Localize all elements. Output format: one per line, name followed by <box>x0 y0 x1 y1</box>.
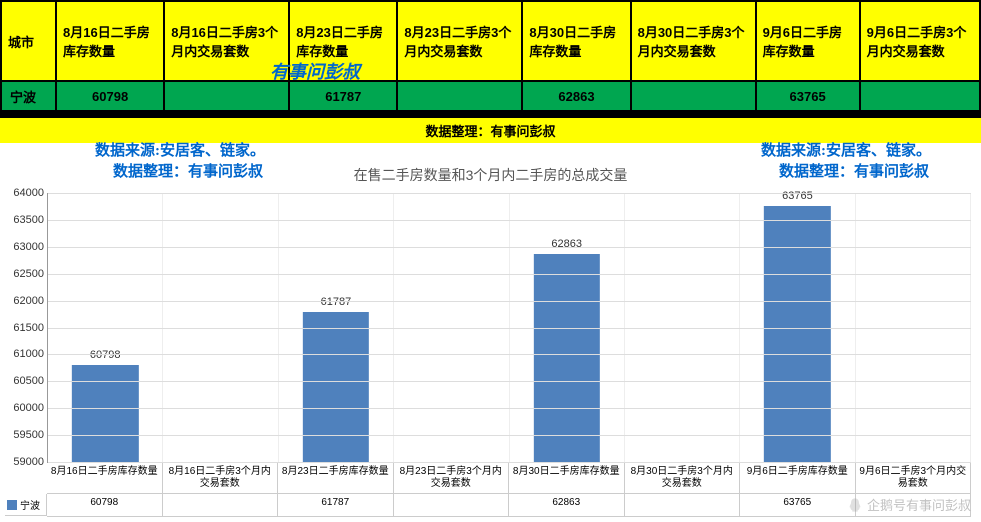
y-tick: 59500 <box>6 429 44 441</box>
bar <box>534 254 600 462</box>
table-header: 9月6日二手房3个月内交易套数 <box>860 1 980 81</box>
y-tick: 61000 <box>6 348 44 360</box>
chart-data-cell: 61787 <box>278 494 394 516</box>
value-cell: 62863 <box>522 81 630 111</box>
header-watermark: 有事问彭叔 <box>270 58 360 84</box>
x-label: 8月16日二手房库存数量 <box>47 463 163 494</box>
x-label: 8月30日二手房3个月内交易套数 <box>625 463 741 494</box>
bar-value-label: 61787 <box>321 296 352 308</box>
x-label: 8月30日二手房库存数量 <box>509 463 625 494</box>
table-header: 8月30日二手房3个月内交易套数 <box>631 1 756 81</box>
table-header: 8月30日二手房库存数量 <box>522 1 630 81</box>
table-data-row: 宁波60798 61787 62863 63765 <box>1 81 980 111</box>
x-label: 8月16日二手房3个月内交易套数 <box>163 463 279 494</box>
bar-value-label: 63765 <box>782 190 813 202</box>
bar <box>764 206 830 462</box>
table-header: 城市 <box>1 1 56 81</box>
legend-swatch <box>7 500 17 510</box>
x-label: 8月23日二手房库存数量 <box>278 463 394 494</box>
table-header: 8月16日二手房库存数量 <box>56 1 164 81</box>
y-tick: 60500 <box>6 375 44 387</box>
x-label: 9月6日二手房3个月内交易套数 <box>856 463 972 494</box>
chart-data-cell: 62863 <box>509 494 625 516</box>
value-cell: 61787 <box>289 81 397 111</box>
value-cell <box>397 81 522 111</box>
x-label: 8月23日二手房3个月内交易套数 <box>394 463 510 494</box>
bar-value-label: 62863 <box>551 238 582 250</box>
chart-container: 数据来源:安居客、链家。数据整理：有事问彭叔 数据来源:安居客、链家。数据整理：… <box>0 143 981 522</box>
x-axis-labels: 8月16日二手房库存数量8月16日二手房3个月内交易套数8月23日二手房库存数量… <box>47 463 971 494</box>
banner: 数据整理：有事问彭叔 <box>0 118 981 143</box>
value-cell: 60798 <box>56 81 164 111</box>
value-cell <box>164 81 289 111</box>
value-cell: 63765 <box>756 81 860 111</box>
value-cell <box>631 81 756 111</box>
penguin-icon <box>847 497 863 513</box>
chart-data-cell <box>625 494 741 516</box>
y-tick: 59000 <box>6 456 44 468</box>
y-tick: 64000 <box>6 187 44 199</box>
bar <box>72 365 138 462</box>
city-cell: 宁波 <box>1 81 56 111</box>
y-tick: 62500 <box>6 268 44 280</box>
table-header-row: 城市8月16日二手房库存数量8月16日二手房3个月内交易套数8月23日二手房库存… <box>1 1 980 81</box>
bar-chart: 60798617876286363765 5900059500600006050… <box>47 193 971 463</box>
data-table: 城市8月16日二手房库存数量8月16日二手房3个月内交易套数8月23日二手房库存… <box>0 0 981 112</box>
table-header: 9月6日二手房库存数量 <box>756 1 860 81</box>
chart-data-cell <box>394 494 510 516</box>
table-header: 8月23日二手房3个月内交易套数 <box>397 1 522 81</box>
source-note-right: 数据来源:安居客、链家。数据整理：有事问彭叔 <box>761 141 931 183</box>
y-tick: 60000 <box>6 402 44 414</box>
legend: 宁波 <box>5 494 47 516</box>
value-cell <box>860 81 980 111</box>
footer-watermark: 企鹅号有事问彭叔 <box>847 495 971 514</box>
chart-data-cell: 60798 <box>47 494 163 516</box>
x-label: 9月6日二手房库存数量 <box>740 463 856 494</box>
chart-data-cell: 63765 <box>740 494 856 516</box>
chart-data-cell <box>163 494 279 516</box>
y-tick: 62000 <box>6 295 44 307</box>
y-tick: 61500 <box>6 322 44 334</box>
chart-data-row: 宁波 60798617876286363765 <box>47 494 971 517</box>
y-tick: 63500 <box>6 214 44 226</box>
bar <box>303 312 369 462</box>
y-tick: 63000 <box>6 241 44 253</box>
source-note-left: 数据来源:安居客、链家。数据整理：有事问彭叔 <box>95 141 265 183</box>
